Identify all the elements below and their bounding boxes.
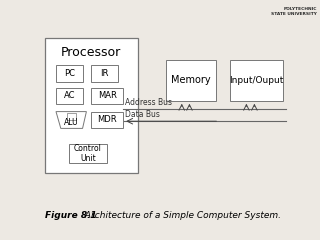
Bar bbox=[69, 144, 107, 163]
Text: Input/Ouput: Input/Ouput bbox=[230, 76, 284, 85]
Text: MAR: MAR bbox=[98, 91, 116, 101]
Text: Memory: Memory bbox=[172, 75, 211, 85]
Bar bbox=[166, 60, 216, 101]
Text: AC: AC bbox=[64, 91, 75, 101]
Text: Figure 8.1: Figure 8.1 bbox=[45, 211, 97, 221]
Text: PC: PC bbox=[64, 69, 75, 78]
Bar bbox=[56, 65, 83, 82]
Polygon shape bbox=[56, 112, 86, 128]
Bar bbox=[91, 88, 123, 104]
Bar bbox=[230, 60, 283, 101]
Text: POLYTECHNIC
STATE UNIVERSITY: POLYTECHNIC STATE UNIVERSITY bbox=[271, 7, 317, 16]
Bar bbox=[91, 65, 118, 82]
Bar bbox=[45, 38, 138, 173]
Text: Address Bus: Address Bus bbox=[125, 98, 172, 107]
Text: IR: IR bbox=[100, 69, 109, 78]
Text: Data Bus: Data Bus bbox=[125, 110, 160, 119]
Text: Architecture of a Simple Computer System.: Architecture of a Simple Computer System… bbox=[82, 211, 281, 221]
Text: MDR: MDR bbox=[97, 115, 117, 125]
Text: Control
Unit: Control Unit bbox=[74, 144, 102, 163]
Text: Processor: Processor bbox=[61, 46, 121, 59]
Text: ALU: ALU bbox=[64, 118, 78, 127]
Bar bbox=[67, 113, 76, 120]
Bar bbox=[56, 88, 83, 104]
Bar bbox=[91, 112, 123, 128]
